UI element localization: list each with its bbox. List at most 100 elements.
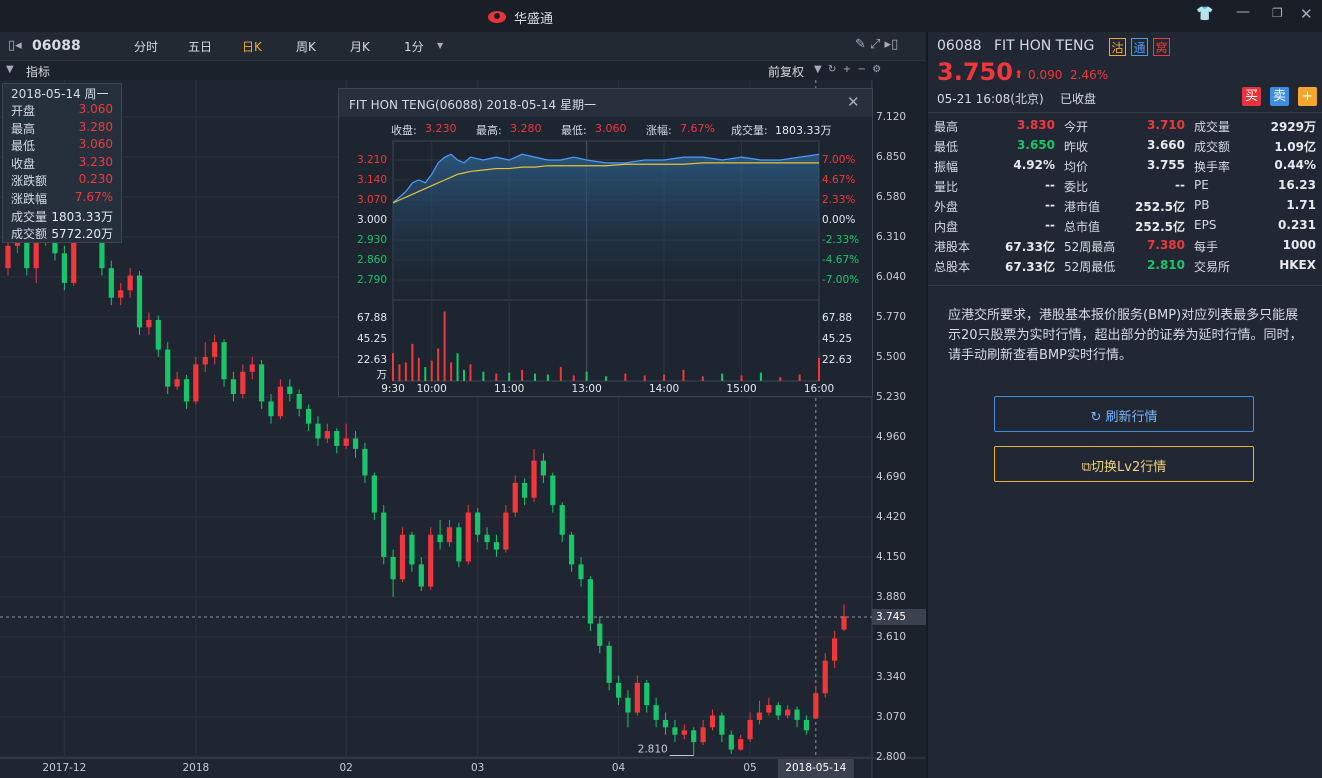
close-button[interactable]: ✕ [1300, 5, 1313, 23]
volume-bar [585, 371, 588, 381]
period-tab[interactable]: 周K [296, 40, 316, 54]
candle-body [240, 371, 246, 395]
stat-label: 外盘 [934, 200, 959, 214]
period-tab[interactable]: 分时 [134, 40, 159, 54]
candle-body [644, 682, 650, 706]
stat-label: 委比 [1064, 180, 1089, 194]
x-tick-label: 03 [471, 762, 484, 774]
candle-body [277, 386, 284, 417]
skin-button[interactable]: 👕 [1196, 6, 1214, 22]
candle-body [719, 715, 725, 735]
collapse-icon[interactable]: ▯◂ [8, 38, 22, 53]
button-label[interactable]: ⧉切换Lv2行情 [1081, 460, 1167, 475]
y-tick-label: 3.070 [876, 711, 906, 723]
volume-bar [392, 353, 394, 381]
tooltip-value: 3.280 [78, 119, 113, 134]
candle-body [268, 401, 274, 417]
action-button[interactable]: ⧉切换Lv2行情 [994, 446, 1254, 482]
stat-value: 7.380 [1147, 238, 1185, 252]
candle-body [24, 231, 30, 269]
intraday-chart: 3.210 7.00% 3.140 4.67% 3.070 2.33% 3.000 0.00%… [357, 140, 859, 395]
stat-label: PB [1194, 198, 1210, 212]
candle-body [428, 534, 434, 587]
stat-label: 内盘 [934, 220, 959, 234]
y-tick-label: 5.500 [876, 351, 906, 363]
stat-value: 0.44% [1274, 158, 1316, 172]
adjust-arrow[interactable]: ▼ ↻ + − ⚙ [814, 64, 882, 75]
stat-value: 3.650 [1017, 138, 1055, 152]
summary-value: 7.67% [680, 122, 715, 135]
volume-bar [624, 373, 627, 381]
y2-tick-label: -4.67% [822, 254, 859, 266]
stat-label: 交易所 [1194, 260, 1231, 274]
x-tick-label: 14:00 [649, 383, 679, 395]
stat-label: 换手率 [1194, 160, 1231, 174]
popup-header [339, 89, 872, 117]
y-tick-label: 6.850 [876, 151, 906, 163]
candle-body [99, 231, 105, 269]
y-tick-label: 3.070 [357, 194, 387, 206]
trade-button[interactable]: + [1298, 87, 1317, 106]
stat-label: 52周最高 [1064, 240, 1116, 254]
intraday-popup: FIT HON TENG(06088) 2018-05-14 星期一 ✕ 3.2… [338, 88, 873, 397]
period-tab[interactable]: 五日 [188, 40, 213, 54]
stat-label: 成交量 [1194, 120, 1231, 134]
adjust-select[interactable]: 前复权 [768, 65, 805, 79]
restore-button[interactable]: ❐ [1272, 6, 1283, 20]
volume-bar [424, 367, 427, 381]
trade-button[interactable]: 买 [1242, 87, 1261, 106]
period-tab[interactable]: 1分 [404, 40, 424, 54]
summary-value: 1803.33万 [775, 124, 832, 137]
action-button[interactable]: ↻ 刷新行情 [994, 396, 1254, 432]
dropdown-arrow[interactable]: ▼ [437, 41, 444, 50]
tooltip-value: 0.230 [78, 172, 113, 187]
cursor-label: 2018-05-14 [785, 762, 846, 774]
y-tick-label: 7.120 [876, 111, 906, 123]
stat-label: 均价 [1064, 160, 1089, 174]
popup-close[interactable]: ✕ [847, 93, 860, 111]
trade-button[interactable]: 卖 [1270, 87, 1289, 106]
stat-label: 最低 [934, 140, 959, 154]
period-tab[interactable]: 日K [242, 40, 262, 54]
volume-bar [521, 369, 524, 381]
indicator-label[interactable]: 指标 [26, 65, 51, 79]
stat-label: 港市值 [1064, 200, 1101, 214]
quote-panel: 06088 FIT HON TENG 3.750 ⬆ 0.090 2.46% 0… [926, 32, 1322, 778]
button-label[interactable]: ↻ 刷新行情 [1090, 410, 1158, 425]
candle-body [813, 693, 819, 719]
candle-body [437, 534, 443, 543]
y-tick-label: 4.690 [876, 471, 906, 483]
period-tab[interactable]: 月K [350, 40, 370, 54]
candle-body [662, 719, 669, 728]
volume-tick-label-right: 45.25 [822, 333, 852, 345]
candle-body [587, 579, 593, 624]
indicator-arrow[interactable]: ▼ [6, 64, 14, 75]
stat-value: HKEX [1279, 258, 1316, 272]
summary-value: 3.280 [510, 122, 542, 135]
candle-body [296, 394, 302, 409]
volume-bar [437, 348, 440, 381]
candle-body [606, 645, 612, 683]
y2-tick-label: 4.67% [822, 174, 855, 186]
volume-bar [798, 374, 801, 381]
volume-bar [643, 375, 646, 381]
volume-bar [759, 372, 762, 381]
candle-body [484, 534, 490, 543]
logo [488, 11, 506, 23]
summary-label: 收盘: [391, 124, 417, 137]
quote-status: 已收盘 [1060, 92, 1097, 106]
stat-value: 16.23 [1278, 178, 1316, 192]
tool-icons[interactable]: ✎ ⤢ ▸▯ [855, 37, 899, 52]
candle-body [324, 431, 330, 439]
quote-change-pct: 2.46% [1070, 68, 1109, 82]
volume-bar [682, 369, 685, 381]
stat-label: 成交额 [1194, 140, 1231, 154]
volume-tick-label: 万 [377, 369, 388, 381]
tooltip-label: 收盘 [11, 156, 36, 171]
candle-body [399, 534, 406, 580]
stat-value: 2929万 [1270, 120, 1316, 134]
y-tick-label: 6.580 [876, 191, 906, 203]
minimize-button[interactable]: — [1236, 4, 1250, 20]
candle-body [681, 730, 687, 735]
